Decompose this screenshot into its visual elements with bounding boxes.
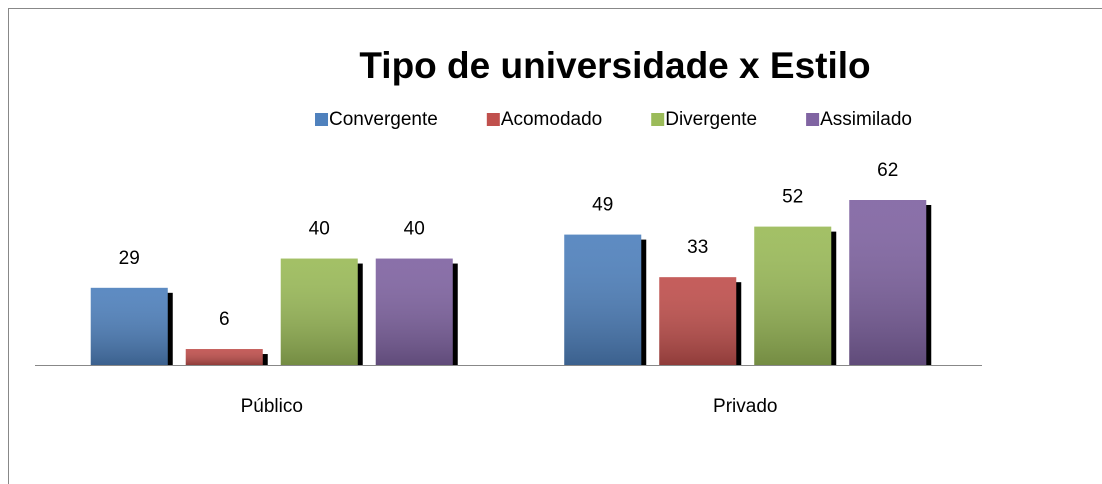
data-label: 40 — [309, 219, 330, 240]
bar-shade — [90, 287, 168, 365]
legend-swatch — [315, 113, 329, 126]
bar-shade — [280, 258, 358, 365]
data-label: 33 — [687, 237, 708, 258]
x-tick-label: Público — [241, 396, 303, 417]
legend-label: Acomodado — [501, 109, 602, 130]
bar-shade — [375, 258, 453, 365]
data-label: 62 — [877, 160, 898, 181]
legend-swatch — [486, 113, 500, 126]
data-label: 52 — [782, 187, 803, 208]
legend-label: Convergente — [329, 109, 438, 130]
data-label: 40 — [404, 219, 425, 240]
legend-label: Assimilado — [820, 109, 912, 130]
data-label: 29 — [119, 248, 140, 269]
legend-swatch — [806, 113, 820, 126]
bar-shade — [754, 226, 832, 365]
legend-label: Divergente — [665, 109, 757, 130]
legend-swatch — [651, 113, 665, 126]
bar-shade — [185, 349, 263, 365]
data-label: 49 — [592, 195, 613, 216]
data-label: 6 — [219, 309, 230, 330]
bar-shade — [849, 200, 927, 365]
x-tick-label: Privado — [713, 396, 777, 417]
chart-title: Tipo de universidade x Estilo — [359, 45, 870, 86]
bar-shade — [564, 234, 642, 365]
bar-shade — [659, 277, 737, 365]
